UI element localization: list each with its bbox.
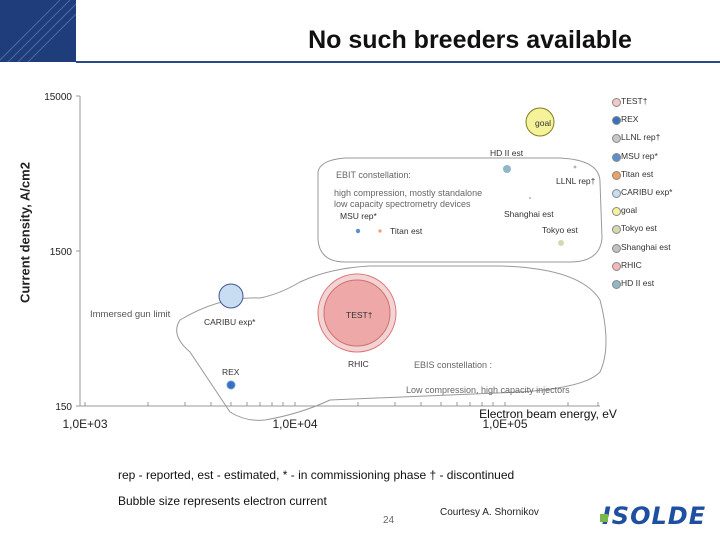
x-tick-label-1e3: 1,0E+03	[62, 417, 107, 431]
bubble-shanghai	[529, 197, 531, 199]
point-label-goal: goal	[535, 118, 551, 128]
legend-marker	[612, 188, 621, 198]
point-label-titan: Titan est	[390, 226, 423, 236]
legend-label: Tokyo est	[621, 223, 657, 234]
bubble-msu	[355, 228, 361, 234]
legend-marker	[612, 98, 621, 107]
y-tick-label-1500: 1500	[50, 247, 73, 258]
legend-label: CARIBU exp*	[621, 186, 673, 197]
legend-label: Titan est	[621, 168, 654, 179]
bubble-goal	[525, 107, 555, 137]
legend-label: goal	[621, 205, 638, 216]
bubble-rhic	[323, 279, 391, 347]
legend-label: MSU rep*	[621, 150, 658, 161]
header-rule	[76, 61, 720, 63]
annotation-ebis-line2: Low compression, high capacity injectors	[406, 385, 570, 395]
x-tick-label-1e5: 1,0E+05	[482, 417, 527, 431]
legend-item: Shanghai est	[612, 241, 720, 259]
point-label-msu: MSU rep*	[340, 211, 378, 221]
legend-label: RHIC	[621, 259, 642, 270]
corner-decoration	[0, 0, 76, 62]
y-tick-label-150: 150	[55, 402, 72, 413]
x-tick-label-1e4: 1,0E+04	[272, 417, 317, 431]
legend-item: REX	[612, 113, 720, 131]
legend-item: TEST†	[612, 95, 720, 113]
courtesy-credit: Courtesy A. Shornikov	[440, 507, 539, 518]
x-axis-label: Electron beam energy, eV	[479, 407, 617, 421]
legend-label: HD II est	[621, 277, 655, 288]
isolde-logo-dot	[600, 514, 608, 522]
legend-label: REX	[621, 114, 639, 125]
annotation-ebit-line2: high compression, mostly standalone	[334, 188, 482, 198]
bubble-size-note: Bubble size represents electron current	[118, 494, 327, 508]
point-label-rhic: RHIC	[348, 359, 369, 369]
legend-marker	[612, 134, 621, 144]
isolde-logo: ISOLDE	[600, 502, 706, 530]
point-label-shanghai: Shanghai est	[504, 209, 554, 219]
legend-marker	[612, 279, 621, 289]
point-label-rex: REX	[222, 367, 240, 377]
legend-label: TEST†	[621, 96, 648, 106]
legend-marker	[612, 225, 621, 235]
corner-stripes	[0, 0, 76, 62]
chart-legend: TEST† REX LLNL rep† MSU rep* Titan est CARIBU…	[612, 95, 720, 295]
bubble-caribu	[218, 283, 244, 309]
point-label-caribu: CARIBU exp*	[204, 317, 256, 327]
bubble-hd-ii	[503, 165, 511, 173]
point-label-hd-ii: HD II est	[490, 148, 524, 158]
legend-item: Titan est	[612, 168, 720, 186]
point-label-llnl: LLNL rep†	[556, 176, 596, 186]
annotation-ebit-title: EBIT constellation:	[336, 170, 411, 180]
legend-item: Tokyo est	[612, 222, 720, 240]
isolde-logo-text: ISOLDE	[602, 502, 706, 530]
ebit-constellation-outline	[317, 157, 603, 263]
point-label-test: TEST†	[346, 310, 373, 320]
bubble-titan	[378, 229, 382, 233]
legend-marker	[612, 170, 621, 180]
legend-item: CARIBU exp*	[612, 186, 720, 204]
legend-item: LLNL rep†	[612, 131, 720, 149]
legend-item: goal	[612, 204, 720, 222]
bubble-tokyo	[558, 240, 564, 246]
annotation-ebis-title: EBIS constellation :	[414, 360, 492, 370]
y-tick-label-15000: 15000	[44, 92, 72, 103]
annotation-immersed-gun: Immersed gun limit	[90, 309, 171, 320]
legend-label: Shanghai est	[621, 241, 671, 252]
legend-marker	[612, 116, 621, 126]
legend-item: HD II est	[612, 277, 720, 295]
ebis-constellation-outline	[176, 265, 607, 421]
legend-marker	[612, 207, 621, 217]
bubble-rex	[226, 380, 236, 390]
point-label-tokyo: Tokyo est	[542, 225, 579, 235]
page-title: No such breeders available	[308, 26, 632, 54]
annotation-ebit-line3: low capacity spectrometry devices	[334, 199, 471, 209]
legend-item: RHIC	[612, 259, 720, 277]
x-axis-ticks	[84, 402, 599, 406]
legend-marker	[612, 243, 621, 253]
legend-label: LLNL rep†	[621, 132, 661, 143]
legend-marker	[612, 152, 621, 162]
bubble-llnl	[573, 165, 577, 169]
page-number: 24	[383, 515, 395, 526]
legend-marker	[612, 261, 621, 271]
legend-item: MSU rep*	[612, 150, 720, 168]
abbreviation-footnote: rep - reported, est - estimated, * - in …	[118, 468, 515, 482]
y-axis-ticks	[76, 95, 80, 407]
